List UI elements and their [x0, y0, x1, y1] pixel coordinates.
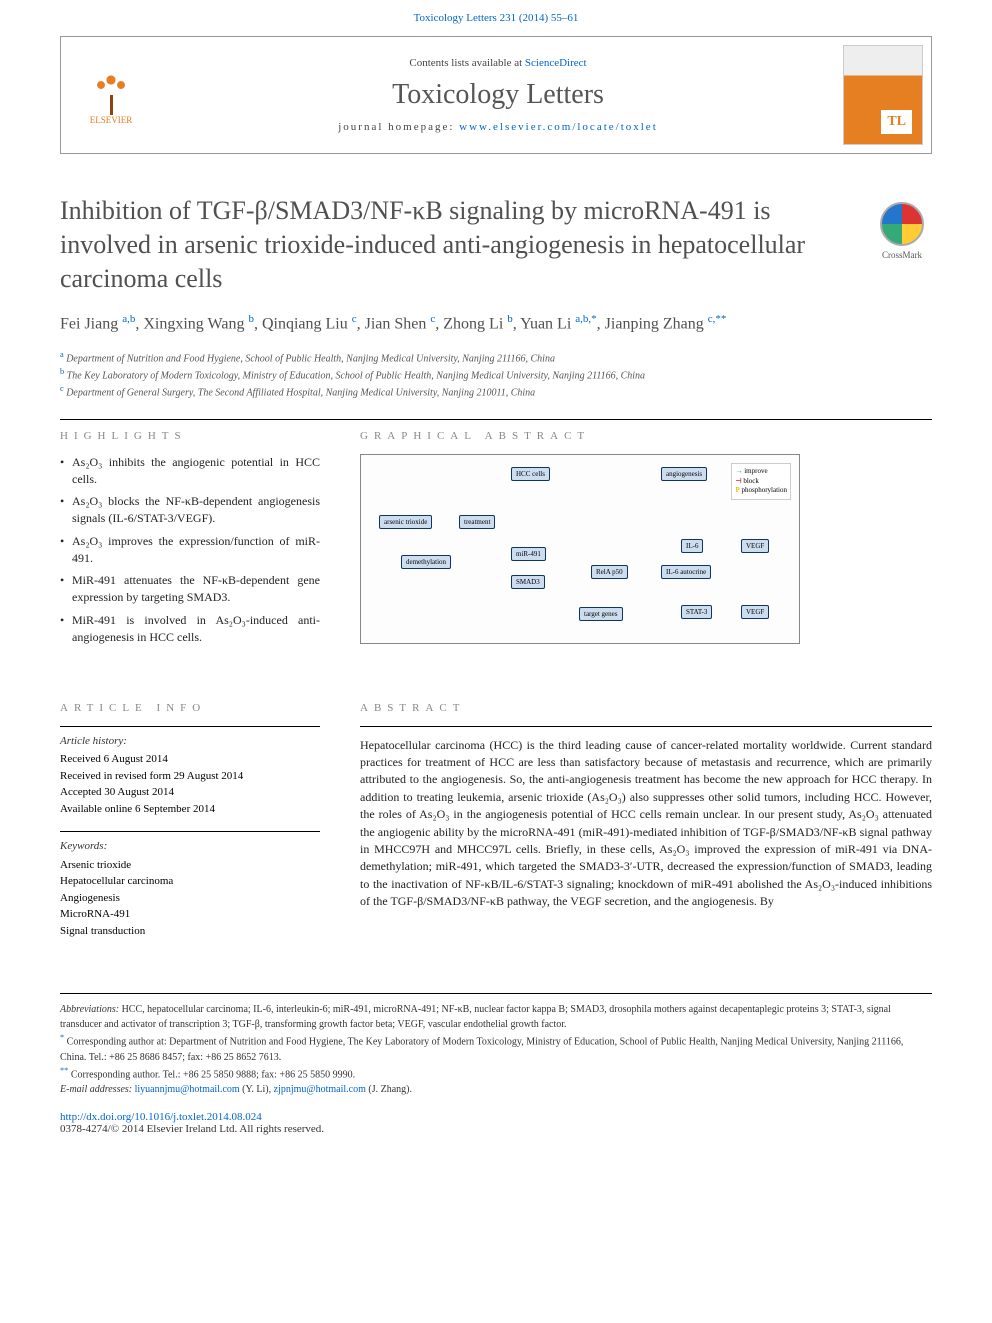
crossmark-icon: [880, 202, 924, 246]
crossmark-badge[interactable]: CrossMark: [872, 202, 932, 260]
sciencedirect-link[interactable]: ScienceDirect: [525, 57, 587, 69]
ga-legend-item: ⊣ block: [735, 477, 787, 487]
elsevier-logo: ELSEVIER: [61, 45, 161, 145]
ga-label: GRAPHICAL ABSTRACT: [360, 430, 932, 442]
abbreviations-line: Abbreviations: HCC, hepatocellular carci…: [60, 1002, 932, 1032]
ga-node-treat: treatment: [459, 515, 495, 529]
citation-bar: Toxicology Letters 231 (2014) 55–61: [0, 0, 992, 28]
divider-top: [60, 419, 932, 420]
corr2-text: Corresponding author. Tel.: +86 25 5850 …: [68, 1069, 355, 1080]
article-info-label: ARTICLE INFO: [60, 702, 320, 714]
contents-line: Contents lists available at ScienceDirec…: [161, 57, 835, 69]
highlight-item: MiR-491 attenuates the NF-κB-dependent g…: [60, 572, 320, 606]
highlights-label: HIGHLIGHTS: [60, 430, 320, 442]
highlight-item: As₂O₃ blocks the NF-κB-dependent angioge…: [60, 493, 320, 527]
authors-line: Fei Jiang a,b, Xingxing Wang b, Qinqiang…: [60, 311, 932, 336]
keyword-line: Arsenic trioxide: [60, 857, 320, 874]
ga-node-mir: miR-491: [511, 547, 546, 561]
keyword-line: MicroRNA-491: [60, 906, 320, 923]
homepage-link[interactable]: www.elsevier.com/locate/toxlet: [459, 121, 658, 133]
header-center: Contents lists available at ScienceDirec…: [161, 45, 835, 145]
ga-node-target: target genes: [579, 607, 623, 621]
ga-legend-item: → improve: [735, 467, 787, 477]
doi-link[interactable]: http://dx.doi.org/10.1016/j.toxlet.2014.…: [60, 1111, 262, 1123]
copyright-line: 0378-4274/© 2014 Elsevier Ireland Ltd. A…: [60, 1123, 324, 1135]
email-line: E-mail addresses: liyuannjmu@hotmail.com…: [60, 1082, 932, 1097]
email1-name: (Y. Li),: [240, 1084, 274, 1095]
ga-legend-item: P phosphorylation: [735, 486, 787, 496]
highlight-item: As₂O₃ inhibits the angiogenic potential …: [60, 454, 320, 488]
journal-name: Toxicology Letters: [161, 79, 835, 111]
affiliation-line: c Department of General Surgery, The Sec…: [60, 383, 932, 400]
citation-link[interactable]: Toxicology Letters 231 (2014) 55–61: [414, 12, 579, 24]
ga-node-angio: angiogenesis: [661, 467, 707, 481]
affiliations: a Department of Nutrition and Food Hygie…: [60, 349, 932, 401]
homepage-prefix: journal homepage:: [338, 121, 459, 133]
abbrev-text: HCC, hepatocellular carcinoma; IL-6, int…: [60, 1004, 891, 1030]
crossmark-label: CrossMark: [882, 250, 922, 260]
homepage-line: journal homepage: www.elsevier.com/locat…: [161, 121, 835, 133]
email-2[interactable]: zjpnjmu@hotmail.com: [274, 1084, 366, 1095]
email-label: E-mail addresses:: [60, 1084, 135, 1095]
history-line: Accepted 30 August 2014: [60, 784, 320, 801]
footer-notes: Abbreviations: HCC, hepatocellular carci…: [60, 993, 932, 1097]
ga-node-arsenic: arsenic trioxide: [379, 515, 432, 529]
corresponding-2: ** Corresponding author. Tel.: +86 25 58…: [60, 1065, 932, 1082]
keywords-heading: Keywords:: [60, 838, 320, 855]
journal-cover-thumb: [843, 45, 923, 145]
highlight-item: As₂O₃ improves the expression/function o…: [60, 533, 320, 567]
ga-node-demeth: demethylation: [401, 555, 451, 569]
ga-node-il6: IL-6: [681, 539, 703, 553]
ga-node-vegf2: VEGF: [741, 605, 769, 619]
article-title: Inhibition of TGF-β/SMAD3/NF-κB signalin…: [60, 194, 852, 295]
keyword-line: Signal transduction: [60, 923, 320, 940]
ga-node-rela: RelA p50: [591, 565, 628, 579]
history-line: Received 6 August 2014: [60, 751, 320, 768]
history-line: Received in revised form 29 August 2014: [60, 768, 320, 785]
ga-node-vegf1: VEGF: [741, 539, 769, 553]
affiliation-line: b The Key Laboratory of Modern Toxicolog…: [60, 366, 932, 383]
abstract-text: Hepatocellular carcinoma (HCC) is the th…: [360, 737, 932, 911]
keyword-line: Hepatocellular carcinoma: [60, 873, 320, 890]
doi-block: http://dx.doi.org/10.1016/j.toxlet.2014.…: [60, 1111, 932, 1135]
highlight-item: MiR-491 is involved in As₂O₃-induced ant…: [60, 612, 320, 646]
contents-prefix: Contents lists available at: [409, 57, 524, 69]
highlights-list: As₂O₃ inhibits the angiogenic potential …: [60, 454, 320, 646]
ga-node-hcc: HCC cells: [511, 467, 550, 481]
history-line: Available online 6 September 2014: [60, 801, 320, 818]
keywords-block: Keywords: Arsenic trioxideHepatocellular…: [60, 831, 320, 939]
graphical-abstract-figure: HCC cells angiogenesis arsenic trioxide tre…: [360, 454, 800, 644]
email2-name: (J. Zhang).: [366, 1084, 412, 1095]
ga-node-il6auto: IL-6 autocrine: [661, 565, 711, 579]
corr1-text: Corresponding author at: Department of N…: [60, 1037, 903, 1063]
ga-node-stat3: STAT-3: [681, 605, 712, 619]
ga-legend: → improve⊣ blockP phosphorylation: [731, 463, 791, 500]
journal-header-box: ELSEVIER Contents lists available at Sci…: [60, 36, 932, 154]
article-history-block: Article history: Received 6 August 2014R…: [60, 726, 320, 818]
publisher-name: ELSEVIER: [90, 115, 133, 125]
history-heading: Article history:: [60, 733, 320, 750]
corresponding-1: * Corresponding author at: Department of…: [60, 1032, 932, 1064]
affiliation-line: a Department of Nutrition and Food Hygie…: [60, 349, 932, 366]
ga-node-smad3: SMAD3: [511, 575, 545, 589]
abbrev-label: Abbreviations:: [60, 1004, 119, 1015]
email-1[interactable]: liyuannjmu@hotmail.com: [135, 1084, 240, 1095]
keyword-line: Angiogenesis: [60, 890, 320, 907]
abstract-divider: [360, 726, 932, 727]
abstract-label: ABSTRACT: [360, 702, 932, 714]
elsevier-tree-icon: [86, 65, 136, 115]
